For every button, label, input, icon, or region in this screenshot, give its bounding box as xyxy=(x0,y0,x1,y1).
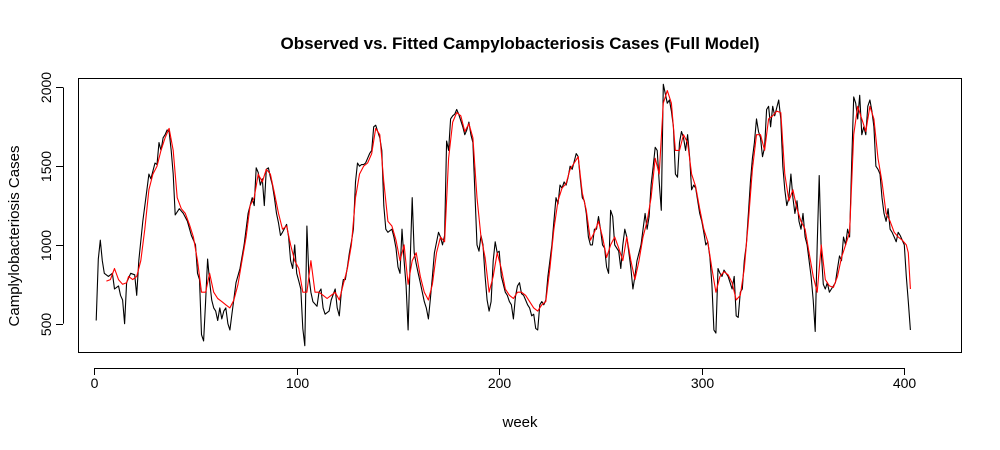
x-tick-label: 100 xyxy=(286,375,310,391)
x-tick-label: 200 xyxy=(488,375,512,391)
y-tick-label: 1500 xyxy=(38,151,54,182)
observed-series-line xyxy=(95,83,911,347)
chart-title: Observed vs. Fitted Campylobacteriosis C… xyxy=(281,34,760,53)
plot-frame xyxy=(78,78,962,353)
y-tick-label: 1000 xyxy=(38,230,54,261)
x-tick-label: 300 xyxy=(691,375,715,391)
x-axis-label: week xyxy=(501,414,538,431)
x-tick-label: 400 xyxy=(893,375,917,391)
y-axis: 500 1000 1500 2000 xyxy=(38,72,64,336)
fitted-series-line xyxy=(106,90,911,312)
y-axis-label: Camplylobacteriosis Cases xyxy=(6,146,23,327)
y-tick-label: 500 xyxy=(38,313,54,337)
x-tick-label: 0 xyxy=(91,375,99,391)
x-axis: 0 100 200 300 400 xyxy=(91,368,917,391)
y-tick-label: 2000 xyxy=(38,72,54,103)
series-layer xyxy=(95,83,911,347)
